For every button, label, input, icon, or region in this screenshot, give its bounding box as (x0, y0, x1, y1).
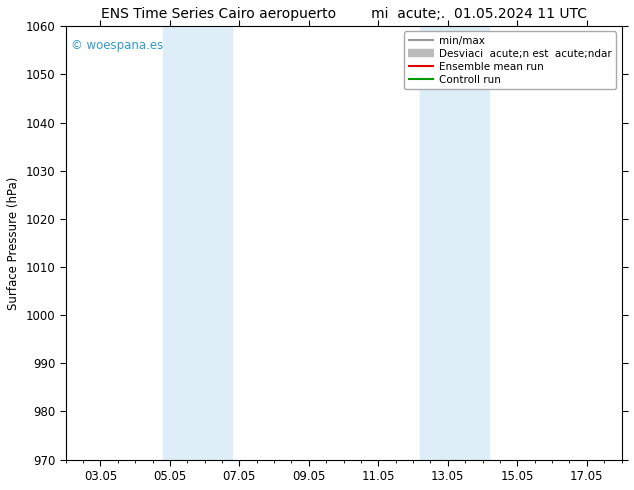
Bar (163, 26, 233, 460)
Bar (420, 26, 489, 460)
Text: © woespana.es: © woespana.es (71, 39, 164, 52)
Legend: min/max, Desviaci  acute;n est  acute;ndar, Ensemble mean run, Controll run: min/max, Desviaci acute;n est acute;ndar… (404, 31, 616, 89)
Y-axis label: Surface Pressure (hPa): Surface Pressure (hPa) (7, 176, 20, 310)
Title: ENS Time Series Cairo aeropuerto        mi  acute;.  01.05.2024 11 UTC: ENS Time Series Cairo aeropuerto mi acut… (101, 7, 586, 21)
